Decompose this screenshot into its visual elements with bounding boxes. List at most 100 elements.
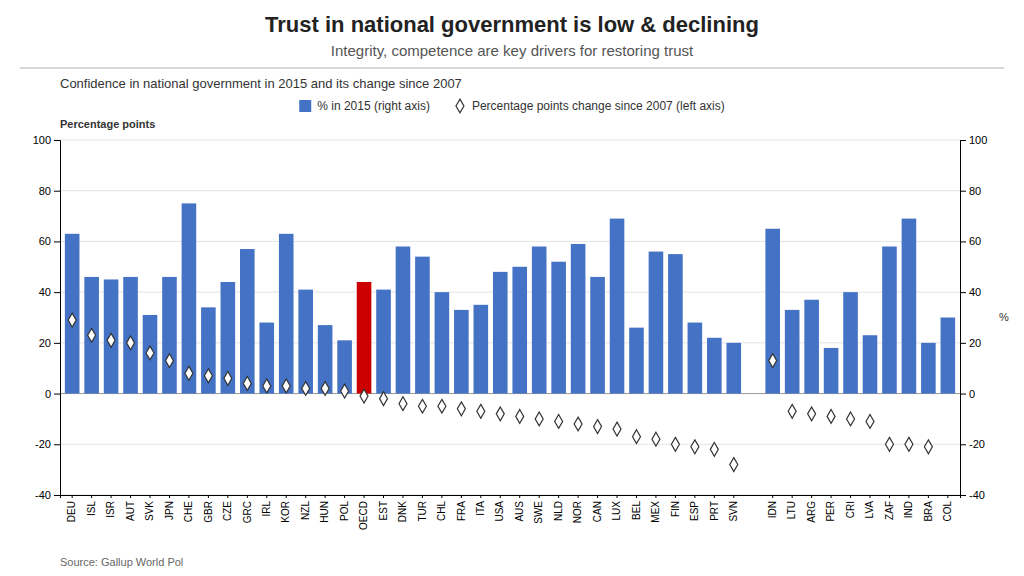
tick: 0: [960, 388, 975, 400]
tick-mark: [286, 495, 287, 498]
tick-mark: [558, 495, 559, 498]
tick: IRL: [261, 495, 272, 517]
tick: SVK: [144, 495, 155, 521]
tick-mark: [91, 495, 92, 498]
marker: [516, 409, 524, 423]
source: Source: Gallup World Pol: [60, 556, 183, 568]
tick-label: PER: [825, 501, 836, 522]
marker: [555, 415, 563, 429]
bar: [84, 277, 99, 394]
axis: -40-20020406080100: [960, 134, 987, 501]
tick-mark: [54, 292, 60, 293]
tick-label: SVK: [144, 501, 155, 521]
tick-mark: [480, 495, 481, 498]
tick: PRT: [709, 495, 720, 521]
tick: ZAF: [884, 495, 895, 520]
bar: [162, 277, 177, 394]
tick: 60: [39, 235, 60, 247]
marker: [691, 440, 699, 454]
legend-label: Percentage points change since 2007 (lef…: [472, 99, 725, 113]
grid-line: [60, 444, 960, 445]
marker: [341, 384, 349, 398]
tick-label: ARG: [806, 501, 817, 523]
marker: [808, 407, 816, 421]
tick-label: 0: [45, 388, 51, 400]
tick-mark: [130, 495, 131, 498]
tick-label: BRA: [923, 501, 934, 522]
tick: 60: [960, 235, 981, 247]
tick-mark: [364, 495, 365, 498]
legend-item: Percentage points change since 2007 (lef…: [456, 99, 725, 113]
tick: 20: [960, 337, 981, 349]
tick-label: COL: [942, 501, 953, 522]
tick: JPN: [164, 495, 175, 520]
legend-swatch: [456, 99, 464, 113]
tick-label: NZL: [300, 501, 311, 520]
tick-label: -20: [35, 438, 51, 450]
marker: [633, 430, 641, 444]
tick-label: USA: [494, 501, 505, 522]
tick-mark: [617, 495, 618, 498]
axis-domain: [961, 141, 967, 496]
tick-mark: [169, 495, 170, 498]
tick-label: GRC: [241, 501, 252, 523]
tick-mark: [54, 495, 60, 496]
tick-label: 80: [969, 185, 981, 197]
grid: [60, 140, 960, 495]
bar: [259, 323, 274, 394]
tick: OECD: [358, 495, 369, 530]
bar: [474, 305, 489, 394]
tick-label: DNK: [397, 501, 408, 522]
marker: [302, 382, 310, 396]
tick: KOR: [280, 495, 291, 523]
tick: NLD: [553, 495, 564, 521]
tick: GRC: [241, 495, 252, 523]
marker: [477, 404, 485, 418]
axis: -40-20020406080100: [33, 134, 61, 501]
tick-label: 60: [969, 235, 981, 247]
tick: AUS: [514, 495, 525, 522]
tick-label: NOR: [572, 501, 583, 523]
bar: [882, 247, 897, 394]
bar: [201, 307, 216, 393]
tick-label: -20: [969, 438, 985, 450]
tick: 80: [39, 185, 60, 197]
legend-swatch: [299, 100, 311, 112]
tick-label: DEU: [66, 501, 77, 522]
tick-mark: [54, 394, 60, 395]
tick-mark: [402, 495, 403, 498]
chart-title: Confidence in national government in 201…: [60, 76, 462, 91]
tick: ISL: [86, 495, 97, 516]
tick: CZE: [222, 495, 233, 521]
tick-mark: [422, 495, 423, 498]
marker: [866, 415, 874, 429]
tick-mark: [831, 495, 832, 498]
tick-mark: [889, 495, 890, 498]
bar: [688, 323, 703, 394]
tick-mark: [72, 495, 73, 498]
tick: TUR: [417, 495, 428, 522]
tick-mark: [714, 495, 715, 498]
tick-label: HUN: [319, 501, 330, 523]
marker: [652, 432, 660, 446]
bar: [551, 262, 566, 394]
marker: [107, 333, 115, 347]
marker: [243, 377, 251, 391]
bar: [902, 219, 917, 394]
tick: SVN: [728, 495, 739, 522]
header-rule: [20, 68, 1004, 69]
tick: BEL: [631, 495, 642, 520]
tick-mark: [870, 495, 871, 498]
bar: [921, 343, 936, 394]
tick: 100: [960, 134, 987, 146]
bar: [376, 290, 391, 394]
tick-label: POL: [339, 501, 350, 521]
tick-mark: [208, 495, 209, 498]
tick-mark: [54, 241, 60, 242]
tick: CHE: [183, 495, 194, 522]
tick-mark: [247, 495, 248, 498]
marker: [68, 313, 76, 327]
tick-label: ZAF: [884, 501, 895, 520]
marker: [282, 379, 290, 393]
tick-label: LVA: [864, 501, 875, 519]
